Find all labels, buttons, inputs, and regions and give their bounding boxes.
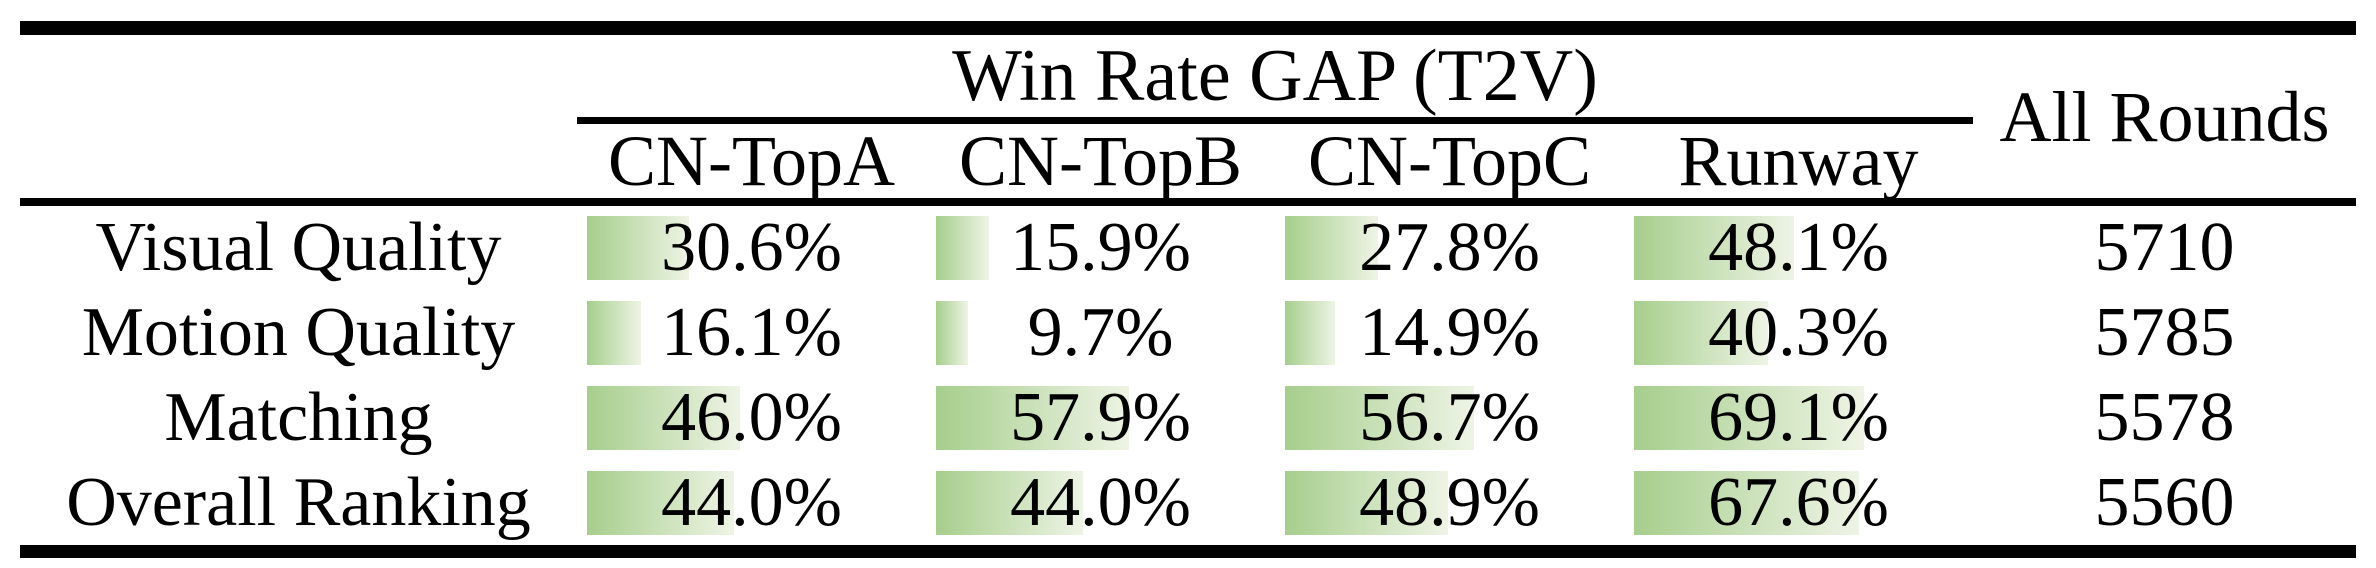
row-label: Matching [20, 376, 577, 461]
win-rate-value: 44.0% [661, 463, 842, 541]
table-row-overall-ranking: Overall Ranking 44.0% 44.0% 48.9% 67.6% … [20, 460, 2356, 545]
win-rate-cell: 44.0% [926, 460, 1275, 545]
all-rounds-value: 5560 [2094, 463, 2235, 541]
win-rate-value: 9.7% [1027, 294, 1174, 372]
win-rate-bar [1634, 216, 1795, 281]
win-rate-cell: 27.8% [1275, 206, 1624, 291]
win-rate-value: 40.3% [1708, 294, 1889, 372]
column-header-runway: Runway [1624, 124, 1973, 198]
win-rate-cell: 57.9% [926, 376, 1275, 461]
column-header-cn-topa: CN-TopA [577, 124, 926, 198]
win-rate-cell: 15.9% [926, 206, 1275, 291]
win-rate-value: 57.9% [1010, 378, 1191, 456]
table-title-text: Win Rate GAP (T2V) [952, 35, 1598, 117]
win-rate-value: 44.0% [1010, 463, 1191, 541]
column-header-cn-topc: CN-TopC [1275, 124, 1624, 198]
win-rate-value: 56.7% [1359, 378, 1540, 456]
all-rounds-cell: 5785 [1973, 291, 2356, 376]
table-bottom-rule [20, 545, 2356, 558]
win-rate-value: 14.9% [1359, 294, 1540, 372]
win-rate-value: 30.6% [661, 209, 842, 287]
column-header-cn-topc-text: CN-TopC [1308, 121, 1591, 201]
row-label-text: Overall Ranking [66, 463, 531, 541]
win-rate-bar [587, 470, 734, 535]
all-rounds-cell: 5710 [1973, 206, 2356, 291]
win-rate-cell: 46.0% [577, 376, 926, 461]
table-body: Visual Quality 30.6% 15.9% 27.8% 48.1% 5… [20, 206, 2356, 545]
win-rate-cell: 48.1% [1624, 206, 1973, 291]
win-rate-bar [587, 301, 641, 366]
table-row-motion-quality: Motion Quality 16.1% 9.7% 14.9% 40.3% 57… [20, 291, 2356, 376]
win-rate-cell: 16.1% [577, 291, 926, 376]
header-separator-rule [20, 198, 2356, 206]
win-rate-cell: 14.9% [1275, 291, 1624, 376]
win-rate-bar [936, 216, 989, 281]
win-rate-bar [587, 216, 689, 281]
win-rate-bar [1285, 301, 1335, 366]
win-rate-bar [587, 385, 741, 450]
table-top-rule [20, 21, 2356, 35]
win-rate-value: 67.6% [1708, 463, 1889, 541]
table-row-visual-quality: Visual Quality 30.6% 15.9% 27.8% 48.1% 5… [20, 206, 2356, 291]
all-rounds-cell: 5578 [1973, 376, 2356, 461]
win-rate-value: 15.9% [1010, 209, 1191, 287]
win-rate-bar [1634, 470, 1860, 535]
all-rounds-value: 5710 [2094, 209, 2235, 287]
column-header-cn-topa-text: CN-TopA [608, 121, 895, 201]
win-rate-cell: 48.9% [1275, 460, 1624, 545]
table-row-matching: Matching 46.0% 57.9% 56.7% 69.1% 5578 [20, 376, 2356, 461]
win-rate-bar [1634, 385, 1865, 450]
win-rate-bar [936, 301, 969, 366]
win-rate-cell: 30.6% [577, 206, 926, 291]
win-rate-cell: 67.6% [1624, 460, 1973, 545]
all-rounds-value: 5785 [2094, 294, 2235, 372]
column-header-cn-topb: CN-TopB [926, 124, 1275, 198]
row-label-text: Motion Quality [81, 294, 516, 372]
win-rate-value: 16.1% [661, 294, 842, 372]
column-header-all-rounds-text: All Rounds [1999, 76, 2330, 157]
row-label-text: Matching [164, 378, 433, 456]
row-label: Overall Ranking [20, 460, 577, 545]
row-label: Motion Quality [20, 291, 577, 376]
win-rate-bar [936, 470, 1083, 535]
win-rate-value: 48.1% [1708, 209, 1889, 287]
win-rate-cell: 44.0% [577, 460, 926, 545]
win-rate-value: 69.1% [1708, 378, 1889, 456]
win-rate-cell: 56.7% [1275, 376, 1624, 461]
win-rate-value: 27.8% [1359, 209, 1540, 287]
column-header-row: CN-TopA CN-TopB CN-TopC Runway [577, 124, 1973, 198]
column-header-cn-topb-text: CN-TopB [959, 121, 1242, 201]
win-rate-cell: 40.3% [1624, 291, 1973, 376]
title-underline-rule [577, 117, 1973, 124]
win-rate-bar [936, 385, 1129, 450]
win-rate-value: 46.0% [661, 378, 842, 456]
column-header-all-rounds: All Rounds [1973, 35, 2356, 198]
table-title: Win Rate GAP (T2V) [577, 35, 1973, 117]
win-rate-bar [1285, 470, 1448, 535]
row-label: Visual Quality [20, 206, 577, 291]
win-rate-cell: 69.1% [1624, 376, 1973, 461]
column-header-runway-text: Runway [1678, 121, 1919, 201]
all-rounds-value: 5578 [2094, 378, 2235, 456]
win-rate-value: 48.9% [1359, 463, 1540, 541]
win-rate-bar [1634, 301, 1769, 366]
row-label-text: Visual Quality [95, 209, 502, 287]
win-rate-cell: 9.7% [926, 291, 1275, 376]
all-rounds-cell: 5560 [1973, 460, 2356, 545]
win-rate-bar [1285, 385, 1474, 450]
win-rate-bar [1285, 216, 1378, 281]
